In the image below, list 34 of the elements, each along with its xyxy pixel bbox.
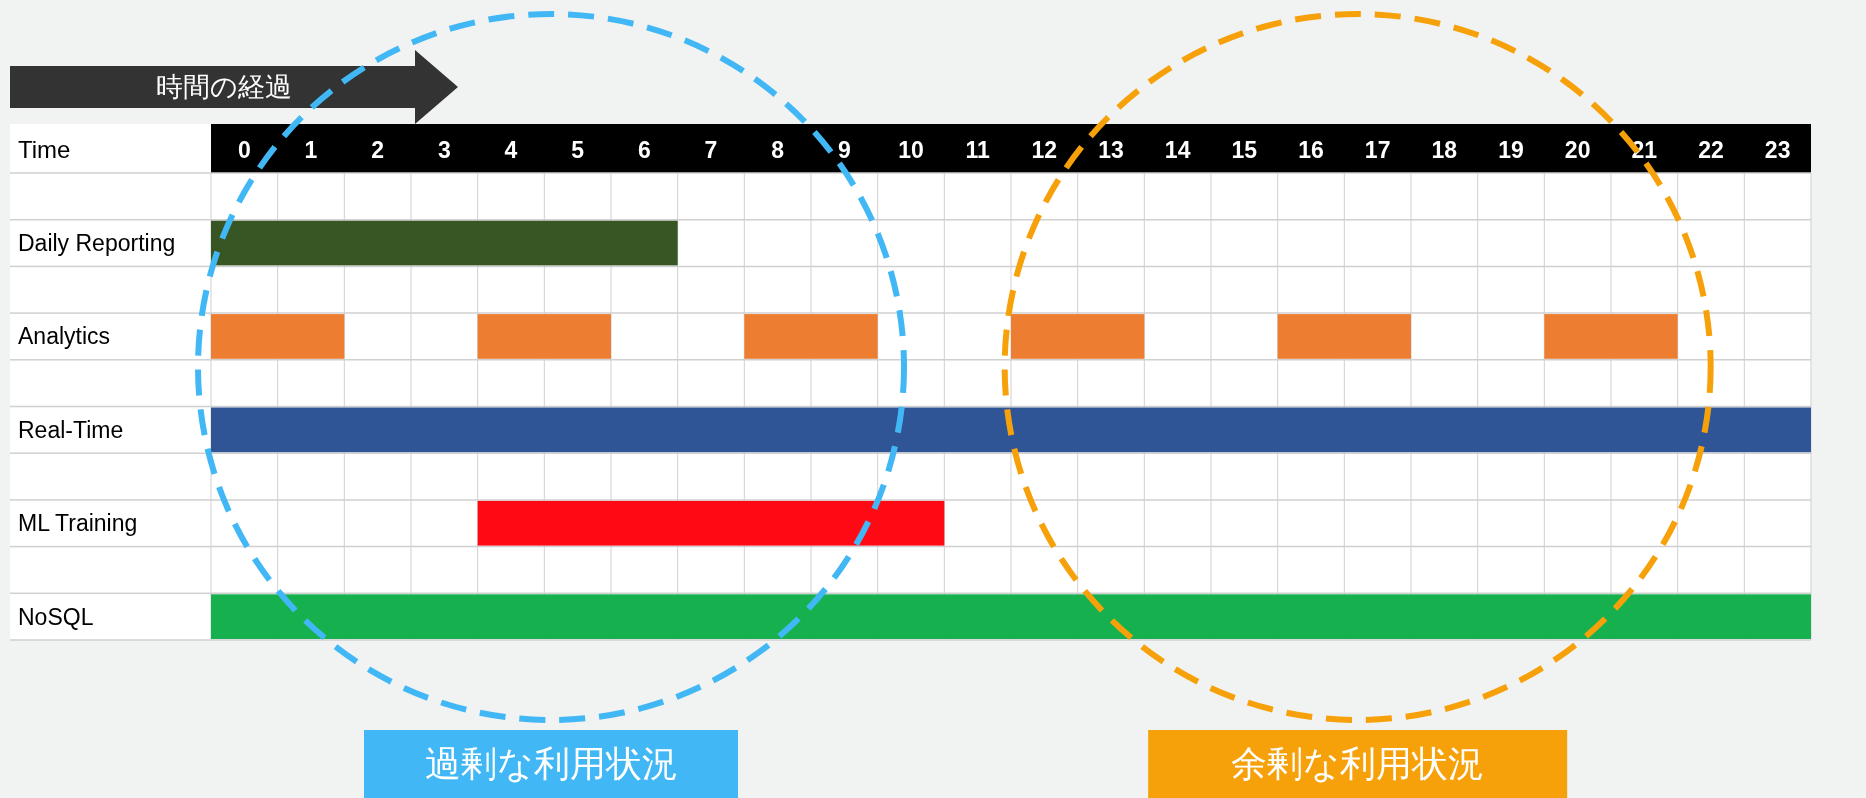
x-tick-label: 15 xyxy=(1231,136,1258,163)
x-tick-label: 10 xyxy=(898,136,924,163)
x-tick-label: 8 xyxy=(771,136,785,163)
x-tick-label: 19 xyxy=(1498,136,1524,163)
x-tick-label: 16 xyxy=(1298,136,1324,163)
x-tick-label: 18 xyxy=(1431,136,1458,163)
arrow: 時間の経過 xyxy=(10,50,458,124)
x-tick-label: 11 xyxy=(965,136,991,163)
x-tick-label: 17 xyxy=(1364,136,1391,163)
bar xyxy=(211,407,1811,453)
y-tick-label: Analytics xyxy=(18,323,111,350)
x-tick-label: 14 xyxy=(1164,136,1191,163)
x-tick-label: 12 xyxy=(1031,136,1058,163)
y-tick-label: Real-Time xyxy=(18,416,124,443)
x-axis-title: Time xyxy=(18,135,71,163)
x-tick-label: 3 xyxy=(437,136,451,163)
x-tick-label: 13 xyxy=(1098,136,1124,163)
y-tick-label: Daily Reporting xyxy=(18,230,176,257)
x-tick-label: 5 xyxy=(571,136,585,163)
bar xyxy=(211,314,345,359)
x-tick-label: 20 xyxy=(1564,136,1591,163)
y-tick-label: NoSQL xyxy=(18,603,94,630)
x-tick-label: 9 xyxy=(837,136,851,163)
x-tick-label: 6 xyxy=(637,136,651,163)
x-tick-label: 4 xyxy=(504,136,518,163)
x-tick-label: 23 xyxy=(1764,136,1791,163)
x-tick-label: 1 xyxy=(304,136,318,163)
bar xyxy=(477,500,945,546)
x-tick-label: 0 xyxy=(237,136,251,163)
x-tick-label: 7 xyxy=(704,136,718,163)
y-tick-label: ML Training xyxy=(18,510,138,537)
x-tick-label: 2 xyxy=(371,136,385,163)
x-tick-label: 22 xyxy=(1698,136,1724,163)
bar xyxy=(211,220,678,266)
